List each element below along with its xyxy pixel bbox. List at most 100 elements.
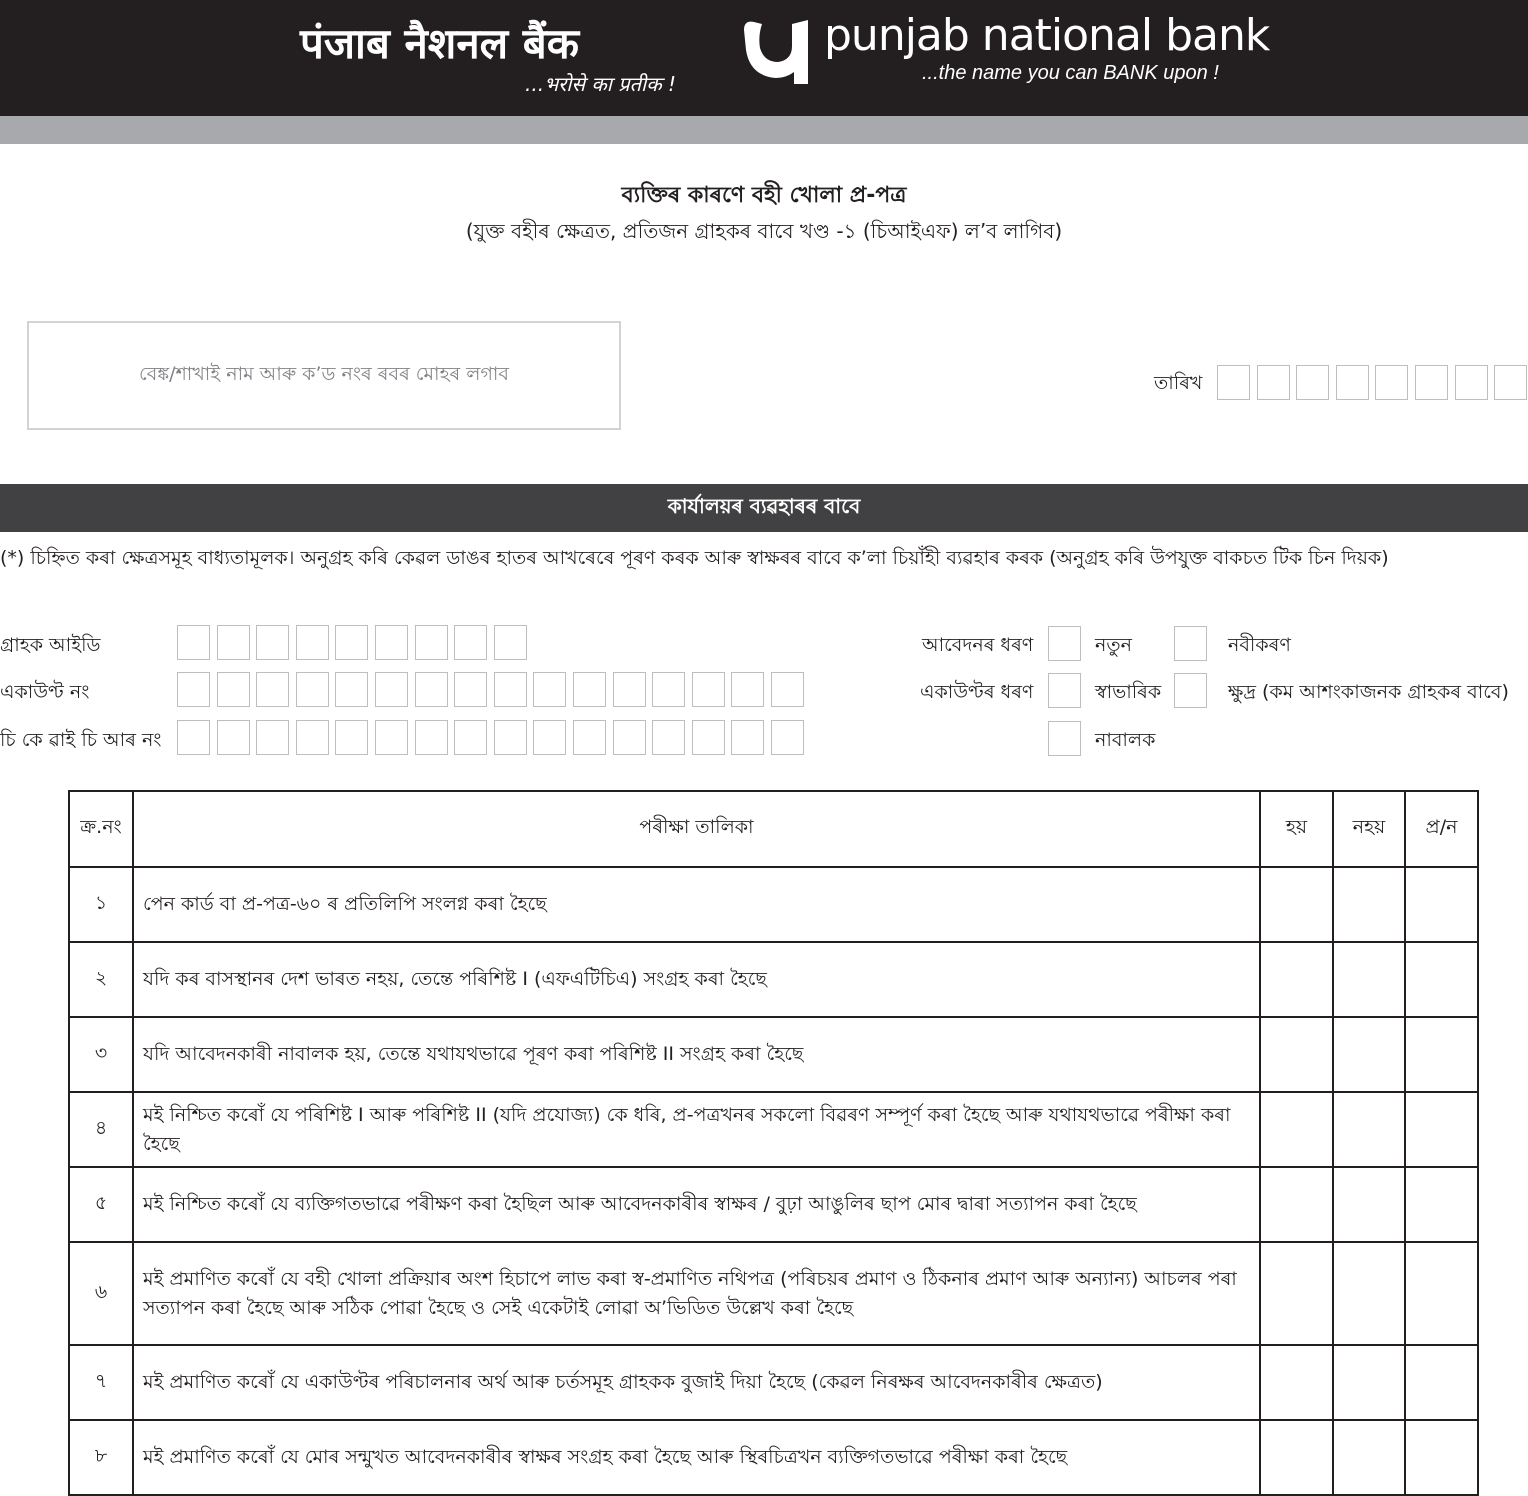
char-box[interactable] [216, 720, 250, 755]
header-band [0, 116, 1528, 144]
yes-cell[interactable] [1259, 1241, 1334, 1346]
no-cell[interactable] [1332, 866, 1406, 943]
na-cell[interactable] [1404, 1419, 1479, 1496]
char-box[interactable] [573, 720, 606, 755]
char-box[interactable] [216, 625, 250, 660]
char-box[interactable] [375, 720, 408, 755]
char-box[interactable] [573, 672, 606, 707]
na-cell[interactable] [1404, 1166, 1479, 1243]
char-box[interactable] [493, 720, 527, 755]
char-box[interactable] [1296, 365, 1330, 400]
char-box[interactable] [454, 625, 488, 660]
char-box[interactable] [256, 672, 290, 707]
char-box[interactable] [771, 672, 804, 707]
char-box[interactable] [1335, 365, 1369, 400]
tagline-hindi: ...भरोसे का प्रतीक ! [525, 72, 676, 96]
checkbox-normal[interactable] [1048, 673, 1081, 708]
char-box[interactable] [533, 672, 567, 707]
char-box[interactable] [256, 625, 290, 660]
row-text: পেন কাৰ্ড বা প্ৰ-পত্ৰ-৬০ ৰ প্ৰতিলিপি সংল… [132, 866, 1261, 943]
checkbox-small[interactable] [1174, 673, 1207, 708]
na-cell[interactable] [1404, 941, 1479, 1018]
char-box[interactable] [454, 672, 488, 707]
no-cell[interactable] [1332, 1166, 1406, 1243]
no-cell[interactable] [1332, 941, 1406, 1018]
table-row: ৭ মই প্ৰমাণিত কৰোঁ যে একাউণ্টৰ পৰিচালনাৰ … [68, 1344, 1479, 1421]
char-box[interactable] [493, 625, 527, 660]
char-box[interactable] [1454, 365, 1488, 400]
na-cell[interactable] [1404, 1344, 1479, 1421]
char-box[interactable] [295, 720, 329, 755]
char-box[interactable] [454, 720, 488, 755]
na-cell[interactable] [1404, 1091, 1479, 1168]
char-box[interactable] [375, 672, 408, 707]
char-box[interactable] [414, 720, 448, 755]
char-box[interactable] [1375, 365, 1409, 400]
no-cell[interactable] [1332, 1241, 1406, 1346]
char-box[interactable] [375, 625, 408, 660]
yes-cell[interactable] [1259, 1344, 1334, 1421]
date-label: তাৰিখ [1154, 372, 1203, 394]
yes-cell[interactable] [1259, 1419, 1334, 1496]
row-text: মই নিশ্চিত কৰোঁ যে পৰিশিষ্ট I আৰু পৰিশিষ… [132, 1091, 1261, 1168]
checkbox-minor[interactable] [1048, 721, 1081, 756]
row-serial: ৩ [68, 1016, 134, 1093]
row-serial: ৬ [68, 1241, 134, 1346]
yes-cell[interactable] [1259, 1091, 1334, 1168]
no-cell[interactable] [1332, 1091, 1406, 1168]
col-checklist: পৰীক্ষা তালিকা [132, 790, 1261, 868]
char-box[interactable] [1217, 365, 1250, 400]
no-cell[interactable] [1332, 1419, 1406, 1496]
form-title: ব্যক্তিৰ কাৰণে বহী খোলা প্ৰ-পত্ৰ [621, 183, 907, 208]
char-box[interactable] [691, 720, 725, 755]
char-box[interactable] [612, 720, 646, 755]
yes-cell[interactable] [1259, 866, 1334, 943]
char-box[interactable] [216, 672, 250, 707]
application-type-label: আবেদনৰ ধৰণ [922, 634, 1034, 656]
char-box[interactable] [731, 672, 765, 707]
char-box[interactable] [335, 672, 369, 707]
table-row: ১ পেন কাৰ্ড বা প্ৰ-পত্ৰ-৬০ ৰ প্ৰতিলিপি সং… [68, 866, 1479, 943]
char-box[interactable] [691, 672, 725, 707]
char-box[interactable] [335, 625, 369, 660]
row-text: মই প্ৰমাণিত কৰোঁ যে একাউণ্টৰ পৰিচালনাৰ অ… [132, 1344, 1261, 1421]
row-text: যদি আবেদনকাৰী নাবালক হয়, তেন্তে যথাযথভা… [132, 1016, 1261, 1093]
char-box[interactable] [177, 720, 210, 755]
col-yes: হয় [1259, 790, 1334, 868]
branch-stamp-box[interactable]: বেঙ্ক/শাখাই নাম আৰু ক’ড নংৰ ৰবৰ মোহৰ লগা… [27, 321, 621, 430]
no-cell[interactable] [1332, 1344, 1406, 1421]
char-box[interactable] [493, 672, 527, 707]
char-box[interactable] [731, 720, 765, 755]
char-box[interactable] [414, 672, 448, 707]
char-box[interactable] [1415, 365, 1448, 400]
char-box[interactable] [652, 720, 686, 755]
na-cell[interactable] [1404, 866, 1479, 943]
char-box[interactable] [335, 720, 369, 755]
char-box[interactable] [295, 672, 329, 707]
yes-cell[interactable] [1259, 941, 1334, 1018]
char-box[interactable] [177, 672, 210, 707]
checkbox-renewal[interactable] [1174, 626, 1207, 661]
pnb-logo-icon [744, 20, 808, 84]
table-row: ৮ মই প্ৰমাণিত কৰোঁ যে মোৰ সন্মুখত আবেদনকা… [68, 1419, 1479, 1496]
char-box[interactable] [177, 625, 210, 660]
bank-header: पंजाब नैशनल बैंक ...भरोसे का प्रतीक ! pu… [0, 0, 1528, 116]
yes-cell[interactable] [1259, 1166, 1334, 1243]
char-box[interactable] [295, 625, 329, 660]
yes-cell[interactable] [1259, 1016, 1334, 1093]
na-cell[interactable] [1404, 1016, 1479, 1093]
char-box[interactable] [612, 672, 646, 707]
char-box[interactable] [1494, 365, 1528, 400]
option-minor: নাবালক [1095, 729, 1156, 751]
char-box[interactable] [533, 720, 567, 755]
table-row: ৪ মই নিশ্চিত কৰোঁ যে পৰিশিষ্ট I আৰু পৰিশি… [68, 1091, 1479, 1168]
checkbox-new[interactable] [1048, 626, 1081, 661]
char-box[interactable] [652, 672, 686, 707]
no-cell[interactable] [1332, 1016, 1406, 1093]
char-box[interactable] [256, 720, 290, 755]
na-cell[interactable] [1404, 1241, 1479, 1346]
stamp-placeholder: বেঙ্ক/শাখাই নাম আৰু ক’ড নংৰ ৰবৰ মোহৰ লগা… [139, 362, 509, 385]
char-box[interactable] [771, 720, 804, 755]
char-box[interactable] [1256, 365, 1290, 400]
char-box[interactable] [414, 625, 448, 660]
